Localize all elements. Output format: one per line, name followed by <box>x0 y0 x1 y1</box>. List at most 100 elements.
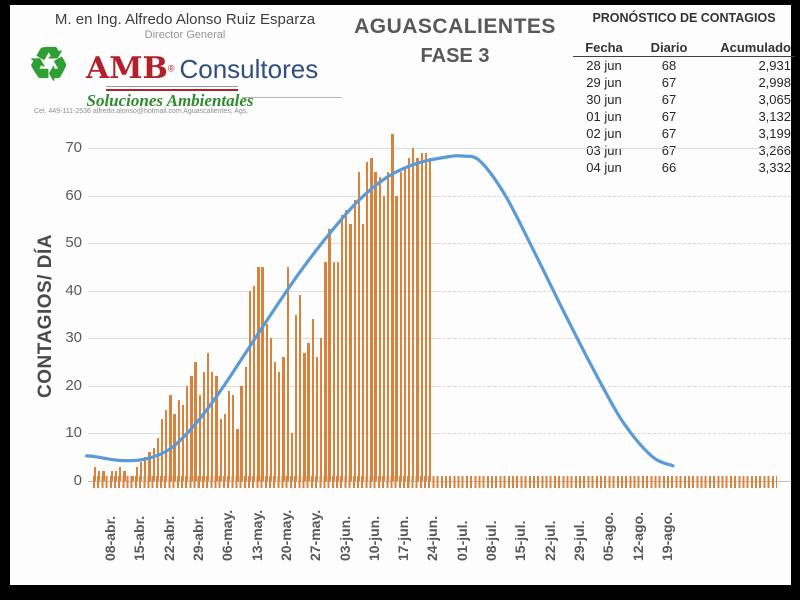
bar <box>357 171 360 481</box>
y-tick-label: 10 <box>65 424 82 442</box>
bar <box>399 171 402 481</box>
bar <box>119 466 122 481</box>
page-subtitle: FASE 3 <box>420 45 490 67</box>
bar <box>198 395 201 481</box>
bar <box>240 385 243 481</box>
table-row: 01 jun 67 3,132 <box>573 108 795 125</box>
bar <box>265 324 268 481</box>
bar <box>156 438 159 481</box>
x-tick-label: 01-jul. <box>453 520 470 561</box>
y-tick-label: 50 <box>65 234 82 252</box>
bar <box>387 171 390 481</box>
bar <box>227 390 231 481</box>
bar <box>294 314 298 481</box>
x-tick-label: 08-abr. <box>102 515 118 561</box>
x-tick-label: 17-jun. <box>395 515 412 561</box>
cell-diario: 68 <box>661 58 677 73</box>
x-tick-label: 12-ago. <box>629 511 646 561</box>
col-diario: Diario <box>650 40 688 55</box>
bar <box>223 414 226 481</box>
author-name: M. en Ing. Alfredo Alonso Ruiz Esparza <box>54 11 316 28</box>
baseline-ticks <box>93 476 777 488</box>
bar <box>416 157 419 481</box>
gridline <box>88 195 438 197</box>
bar <box>345 209 348 481</box>
bar <box>148 452 151 481</box>
x-tick-label: 22-jul. <box>541 520 558 561</box>
y-tick-label: 30 <box>65 329 82 347</box>
gridline <box>438 290 791 292</box>
bar <box>131 476 134 481</box>
bar <box>144 457 147 481</box>
x-tick-label: 29-jul. <box>571 520 587 561</box>
gridline <box>438 338 791 340</box>
bar <box>219 419 222 481</box>
bar <box>165 409 168 481</box>
bar <box>261 266 264 481</box>
x-tick-label: 29-abr. <box>189 515 206 561</box>
bar <box>307 343 310 481</box>
tagline-rule <box>242 97 342 98</box>
table-row: 28 jun 68 2,931 <box>573 57 795 74</box>
bar <box>290 433 293 481</box>
bar <box>194 362 197 481</box>
author-role: Director General <box>144 29 226 41</box>
x-tick-label: 15-jul. <box>512 520 529 561</box>
cell-fecha: 02 jun <box>586 126 622 141</box>
slide-background: M. en Ing. Alfredo Alonso Ruiz Esparza D… <box>10 5 795 585</box>
x-tick-label: 15-abr. <box>131 515 148 561</box>
bar <box>139 461 143 481</box>
cell-diario: 67 <box>661 75 677 90</box>
y-tick-label: 70 <box>65 139 82 156</box>
bar <box>190 376 193 481</box>
brand-consultores: Consultores <box>179 54 319 84</box>
recycle-icon: ♻ <box>28 38 70 90</box>
forecast-table-header: Fecha Diario Acumulado <box>573 39 795 57</box>
x-tick-label: 10-jun. <box>365 515 382 561</box>
bar <box>324 262 327 481</box>
table-row: 29 jun 67 2,998 <box>573 74 795 91</box>
cell-acumulado: 3,132 <box>758 109 791 124</box>
cell-fecha: 01 jun <box>586 109 622 124</box>
x-tick-label: 22-abr. <box>160 515 177 561</box>
brand-logo: AMB® Consultores <box>86 51 318 86</box>
bar <box>391 133 394 481</box>
bar <box>273 362 277 481</box>
cell-fecha: 28 jun <box>586 58 622 73</box>
bar <box>177 400 180 481</box>
bar <box>286 266 289 481</box>
x-tick-label: 27-may. <box>307 509 324 561</box>
bar <box>311 319 314 481</box>
bar <box>299 295 302 481</box>
bar <box>361 224 365 481</box>
x-tick-label: 03-jun. <box>336 515 353 561</box>
registered-mark-icon: ® <box>167 63 175 74</box>
x-tick-label: 19-ago. <box>658 511 675 561</box>
bar <box>412 148 415 481</box>
cell-diario: 67 <box>661 143 677 158</box>
brand-tagline: Soluciones Ambientales <box>86 91 254 110</box>
cell-fecha: 03 jun <box>586 143 622 158</box>
x-tick-label: 24-jun. <box>424 515 441 561</box>
bar <box>98 471 101 481</box>
bar <box>378 176 381 481</box>
bar <box>424 152 427 481</box>
bar <box>395 195 398 481</box>
table-row: 02 jun 67 3,199 <box>573 125 795 142</box>
bar <box>374 171 377 481</box>
bar <box>278 371 281 481</box>
cell-acumulado: 3,199 <box>758 126 791 141</box>
bar <box>349 224 352 481</box>
bar <box>123 471 126 481</box>
bar <box>206 352 210 481</box>
cell-diario: 67 <box>661 92 677 107</box>
forecast-table-body: 28 jun 68 2,931 29 jun 67 2,998 30 jun 67 3,065 0… <box>573 57 795 176</box>
gridline <box>438 385 791 387</box>
bar <box>340 214 344 481</box>
bar <box>135 466 139 481</box>
bar <box>215 376 218 481</box>
bar <box>420 152 423 481</box>
bar <box>366 162 369 481</box>
cell-diario: 67 <box>661 126 677 141</box>
